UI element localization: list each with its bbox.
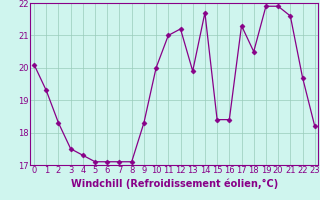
X-axis label: Windchill (Refroidissement éolien,°C): Windchill (Refroidissement éolien,°C) [71,178,278,189]
